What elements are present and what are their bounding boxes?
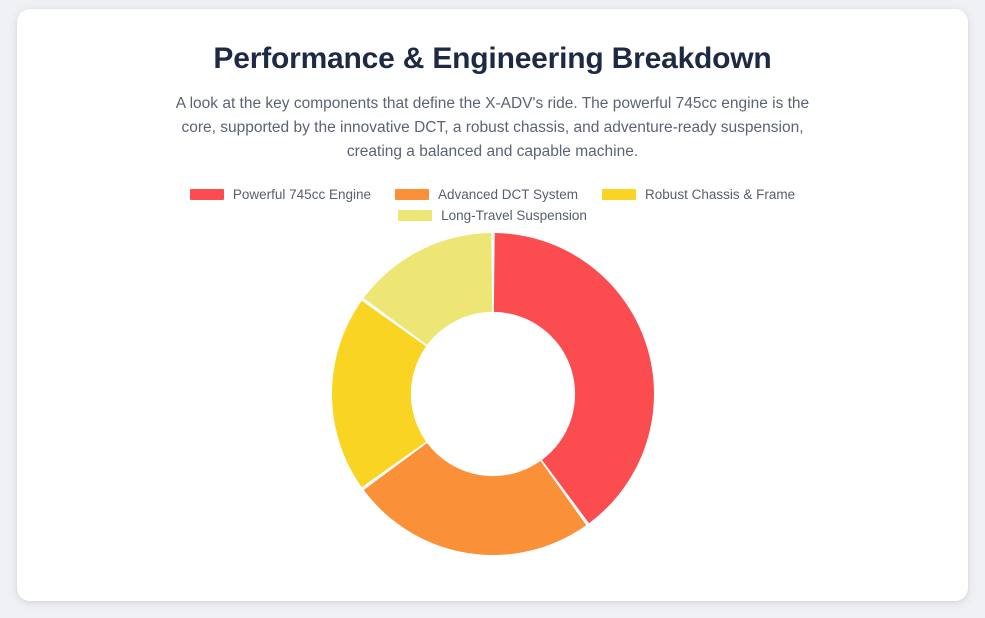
legend-swatch-icon — [189, 189, 224, 200]
donut-slice[interactable]: Powerful 745cc Engine: 40% — [493, 233, 654, 524]
donut-chart: Powerful 745cc Engine: 40%Advanced DCT S… — [17, 229, 968, 569]
chart-subtitle: A look at the key components that define… — [175, 95, 810, 160]
legend-item-label: Long-Travel Suspension — [441, 208, 587, 223]
legend-item-label: Powerful 745cc Engine — [232, 187, 371, 202]
page-title: Performance & Engineering Breakdown — [213, 42, 772, 75]
chart-legend: Powerful 745cc Engine Advanced DCT Syste… — [17, 187, 968, 223]
legend-swatch-icon — [398, 210, 433, 221]
legend-item-powerful-745cc-engine[interactable]: Powerful 745cc Engine — [189, 187, 371, 202]
legend-item-label: Robust Chassis & Frame — [645, 187, 796, 202]
legend-item-advanced-dct-system[interactable]: Advanced DCT System — [394, 187, 579, 202]
donut-chart-svg: Powerful 745cc Engine: 40%Advanced DCT S… — [331, 233, 654, 555]
legend-item-long-travel-suspension[interactable]: Long-Travel Suspension — [398, 208, 587, 223]
legend-item-robust-chassis-frame[interactable]: Robust Chassis & Frame — [602, 187, 795, 202]
legend-item-label: Advanced DCT System — [437, 187, 579, 202]
donut-slice[interactable]: Robust Chassis & Frame: 20% — [331, 300, 426, 488]
legend-swatch-icon — [602, 189, 637, 200]
legend-swatch-icon — [394, 189, 429, 200]
chart-card: Performance & Engineering Breakdown A lo… — [17, 9, 968, 601]
donut-slice[interactable]: Advanced DCT System: 25% — [363, 442, 586, 555]
donut-slice[interactable]: Long-Travel Suspension: 15% — [363, 233, 492, 346]
